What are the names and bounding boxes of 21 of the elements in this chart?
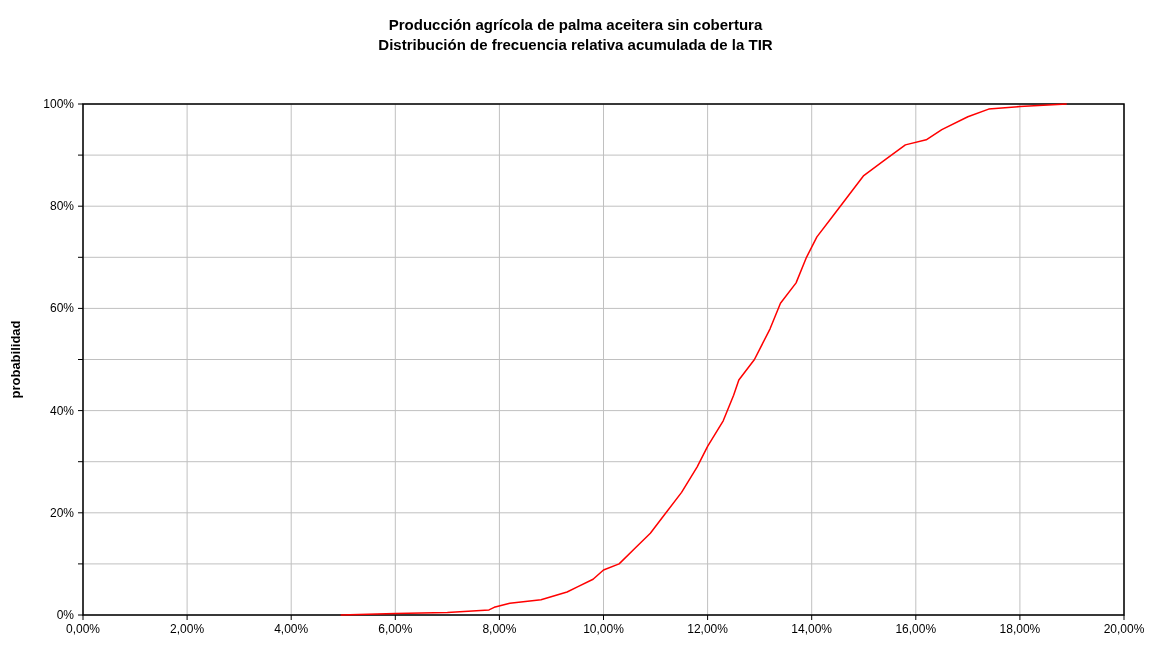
x-tick-label: 16,00% (895, 622, 937, 636)
y-tick-label: 100% (43, 97, 75, 111)
line-series (339, 103, 1068, 616)
y-tick-label: 80% (49, 199, 75, 214)
x-tick-label: 8,00% (482, 622, 517, 636)
y-tick-label: 20% (49, 505, 75, 520)
chart-title: Producción agrícola de palma aceitera sin cobertura (388, 16, 763, 33)
x-tick-label: 0,00% (65, 622, 101, 636)
chart-subtitle: Distribución de frecuencia relativa acumulada de la TIR (378, 36, 773, 53)
y-tick-label: 0% (56, 608, 75, 622)
x-tick-label: 2,00% (170, 622, 205, 636)
x-tick-label: 10,00% (583, 622, 625, 636)
x-tick-label: 18,00% (999, 622, 1041, 636)
x-tick-label: 14,00% (791, 622, 833, 636)
x-tick-label: 12,00% (687, 622, 729, 636)
y-axis-title: probabilidad (8, 320, 23, 399)
x-tick-label: 4,00% (274, 622, 309, 636)
y-tick-label: 40% (49, 403, 75, 418)
y-tick-label: 60% (49, 301, 75, 316)
x-tick-label: 20,00% (1103, 622, 1145, 636)
x-tick-label: 6,00% (378, 622, 413, 636)
